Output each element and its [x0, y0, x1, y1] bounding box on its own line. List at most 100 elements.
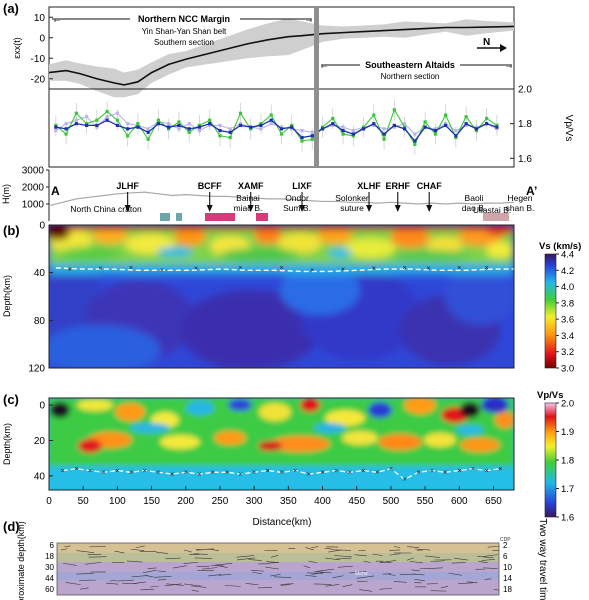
vpvs-point-green: [495, 123, 499, 127]
vpvs-point-lavender: [146, 127, 150, 131]
geologic-unit-block: [160, 213, 170, 221]
vpvs-point-blue: [126, 127, 130, 131]
vs-moho-marker: ×: [485, 265, 489, 272]
vpvs-point-blue: [177, 123, 181, 127]
seismic-reflector: [80, 587, 89, 590]
vpvs-anomaly: [228, 399, 252, 411]
vs-mantle-region: [445, 265, 514, 325]
vpvs-anomaly: [77, 399, 113, 411]
vpvs-profile-frame: [48, 88, 515, 168]
seismic-reflector: [76, 550, 95, 553]
seismic-reflector: [258, 587, 272, 589]
seismic-time-tick-label: 2: [503, 541, 508, 550]
seismic-reflector: [224, 585, 241, 587]
seismic-reflector: [389, 553, 401, 556]
seismic-reflector: [328, 549, 342, 553]
vs-crust-anomaly: [344, 238, 396, 258]
vpvs-point-green: [269, 113, 273, 117]
vs-surface-low: [49, 225, 514, 230]
tectonic-unit-label: Bainai: [236, 193, 260, 203]
seismic-reflector: [451, 562, 466, 564]
vpvs-anomaly: [368, 402, 392, 418]
vpvs-point-lavender: [105, 115, 109, 119]
vpvs-anomaly: [115, 403, 145, 421]
vs-moho-marker: ×: [160, 267, 164, 274]
fault-arrow-head: [366, 205, 373, 212]
vpvs-point-green: [146, 137, 150, 141]
vpvs-point-green: [177, 120, 181, 124]
seismic-reflector: [412, 573, 425, 576]
vs-transition-band: [49, 263, 514, 275]
vpvs-point-blue: [259, 123, 263, 127]
vpvs-point-lavender: [351, 129, 355, 133]
vpvs-point-green: [331, 116, 335, 121]
vs-model-field: [49, 225, 514, 368]
vpvs-anomaly: [314, 423, 346, 433]
vpvs-moho-marker: ×: [443, 468, 447, 477]
distance-xtick-label: 400: [314, 496, 331, 507]
vs-crust-anomaly: [486, 242, 514, 258]
vpvs-anomaly: [258, 441, 282, 451]
seismic-reflector: [273, 576, 292, 578]
vs-moho-marker: ×: [426, 266, 430, 273]
seismic-reflector: [337, 565, 353, 568]
north-arrow-head: [500, 44, 507, 52]
strain-ylabel: εxx(t): [12, 37, 22, 59]
seismic-reflector: [131, 575, 149, 578]
distance-xtick-label: 650: [485, 496, 502, 507]
seismic-reflector: [483, 567, 498, 569]
vpvs-point-lavender: [208, 123, 212, 127]
vs-ytick-label: 120: [28, 364, 45, 375]
fault-label-jlhf: JLHF: [116, 181, 139, 191]
vpvs-point-green: [290, 123, 294, 127]
seismic-depth-tick-label: 6: [50, 541, 55, 550]
seismic-reflector: [393, 581, 407, 583]
vpvs-point-blue: [300, 135, 304, 140]
vpvs-colorbar: [544, 402, 557, 518]
vpvs-point-green: [85, 122, 89, 126]
vpvs-moho-marker: ×: [88, 466, 92, 475]
vpvs-point-green: [372, 113, 376, 117]
vpvs-point-green: [249, 127, 253, 131]
vpvs-point-lavender: [218, 123, 222, 127]
seismic-reflector: [314, 571, 332, 574]
seismic-reflector: [334, 549, 352, 551]
seismic-reflector: [248, 559, 262, 561]
vpvs-point-blue: [341, 129, 345, 133]
vs-colorbar-tick-label: 3.2: [561, 347, 574, 358]
vs-crust-anomaly: [328, 248, 352, 258]
seismic-reflector: [334, 555, 352, 558]
vs-mantle-region: [180, 290, 320, 368]
vpvs-point-lavender: [115, 111, 119, 115]
seismic-ylabel-left: Approximate depth(km): [16, 521, 26, 600]
seismic-velocity-band: [57, 543, 499, 553]
vpvs-point-green: [423, 120, 427, 124]
vpvs-anomaly: [378, 434, 422, 450]
seismic-depth-tick-label: 30: [45, 563, 54, 572]
vpvs-point-blue: [310, 134, 314, 138]
vpvs-anomaly: [130, 423, 170, 433]
seismic-reflector: [425, 555, 440, 558]
vs-crust-anomaly: [317, 228, 353, 244]
distance-xtick-label: 50: [78, 496, 90, 507]
seismic-reflector: [305, 547, 314, 551]
vpvs-ytick-label: 1.8: [518, 119, 532, 130]
seismic-reflector: [85, 561, 102, 565]
seismic-reflector: [191, 589, 199, 592]
seismic-velocity-band: [57, 572, 499, 580]
vpvs-point-blue: [320, 127, 325, 131]
vpvs-point-green: [413, 142, 417, 147]
vpvs-point-lavender: [454, 129, 458, 133]
vpvs-point-blue: [115, 123, 119, 127]
seismic-depth-tick-label: 44: [45, 574, 54, 583]
vpvs-moho-marker: ×: [416, 468, 420, 477]
vpvs-colorbar-tick-label: 1.9: [561, 427, 574, 438]
vpvs-point-blue: [433, 129, 437, 133]
vpvs-point-blue: [136, 125, 140, 129]
vpvs-point-green: [208, 118, 212, 122]
seismic-reflector: [149, 586, 159, 588]
seismic-reflector: [190, 585, 207, 588]
vpvs-model-ylabel: Depth(km): [2, 423, 12, 465]
seismic-reflector: [147, 567, 157, 569]
vpvs-point-blue: [279, 127, 284, 131]
